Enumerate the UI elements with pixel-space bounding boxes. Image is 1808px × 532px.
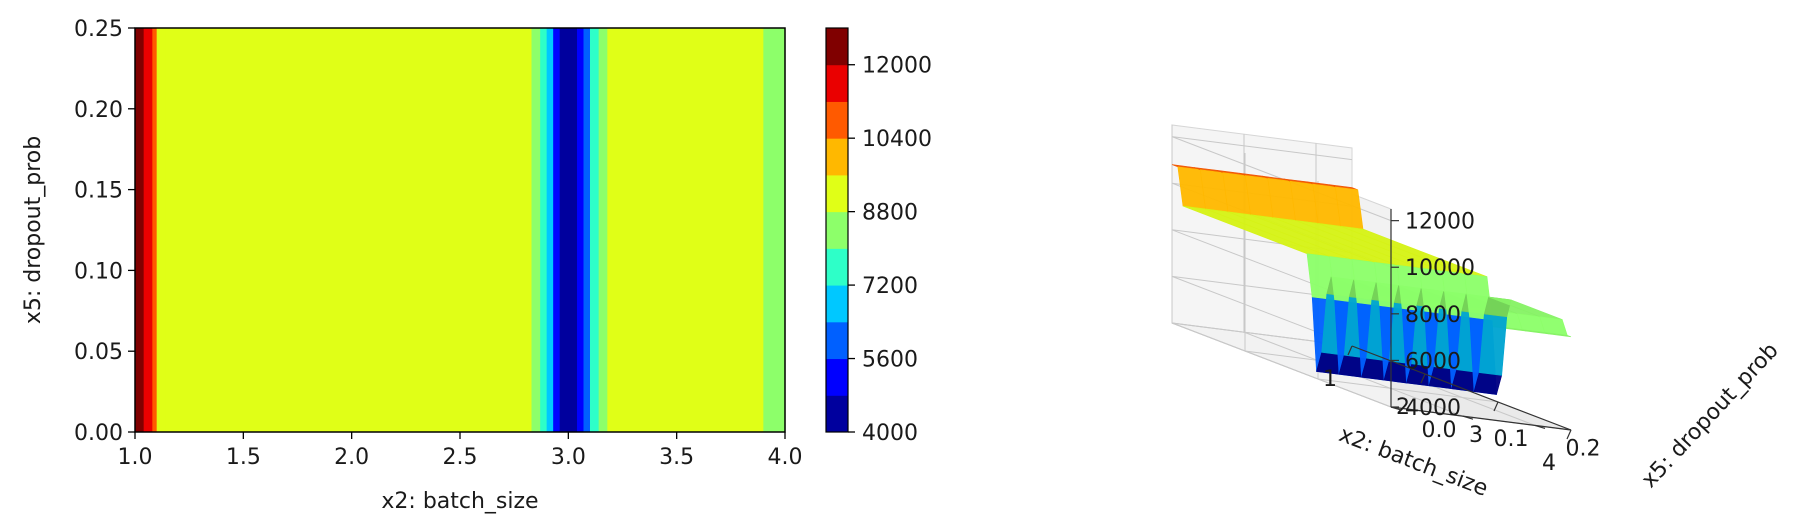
contour-x-tick-label: 3.5 <box>659 445 694 470</box>
surface-patch <box>1544 332 1572 338</box>
contour-y-tick-label: 0.00 <box>74 421 123 446</box>
contour-band <box>156 28 166 432</box>
surface-patch <box>1478 313 1508 376</box>
contour-band <box>598 28 608 432</box>
surface-x-tick-mark <box>1493 401 1499 412</box>
colorbar-tick-label: 4000 <box>862 421 918 446</box>
colorbar-tick-label: 5600 <box>862 348 918 373</box>
contour-plot: 1.0 1.5 2.0 2.5 3.0 3.5 4.0 0.000.050.100.150.… <box>21 17 803 514</box>
colorbar-frame <box>825 27 849 433</box>
colorbar-cell <box>826 211 848 249</box>
surface-y-tick-mark <box>1534 424 1546 429</box>
surface-x-tick-mark <box>1566 429 1572 440</box>
contour-band <box>135 28 145 432</box>
contour-band <box>590 28 600 432</box>
contour-band <box>577 28 585 432</box>
colorbar-cell <box>826 248 848 286</box>
contour-x-tick-label: 4.0 <box>768 445 803 470</box>
contour-band <box>763 28 786 432</box>
surface-y-tick-mark <box>1462 415 1474 420</box>
colorbar-cell <box>826 358 848 396</box>
contour-band <box>143 28 153 432</box>
surface-z-grid-line <box>1171 322 1392 408</box>
contour-band <box>607 28 764 432</box>
colorbar-cell <box>826 138 848 176</box>
surface-x-tick-mark <box>1347 345 1353 356</box>
colorbar-cell <box>826 64 848 102</box>
contour-band <box>540 28 548 432</box>
surface-x-tick-mark <box>1420 373 1426 384</box>
contour-band <box>583 28 591 432</box>
surface-y-label: x5: dropout_prob <box>1637 338 1784 493</box>
contour-band <box>165 28 533 432</box>
colorbar-cells <box>826 28 848 433</box>
colorbar-tick-label: 7200 <box>862 274 918 299</box>
surface-y-tick-label: 0.2 <box>1566 436 1601 461</box>
contour-y-ticks: 0.00 0.05 0.10 0.15 0.20 0.25 <box>74 17 135 446</box>
contour-bands <box>135 28 786 432</box>
surface-x-tick-label: 1 <box>1323 367 1337 392</box>
contour-band <box>546 28 554 432</box>
colorbar-cell <box>826 285 848 323</box>
contour-x-tick-label: 1.5 <box>226 445 261 470</box>
contour-band <box>553 28 561 432</box>
contour-x-tick-label: 1.0 <box>118 445 153 470</box>
surface-x-tick-label: 3 <box>1469 423 1483 448</box>
contour-band <box>559 28 578 432</box>
surface-y-axis <box>1390 406 1572 431</box>
contour-y-tick-label: 0.10 <box>74 259 123 284</box>
contour-band <box>152 28 158 432</box>
colorbar-cell <box>826 395 848 433</box>
contour-x-ticks: 1.0 1.5 2.0 2.5 3.0 3.5 4.0 <box>118 432 803 470</box>
surface-mesh <box>1171 164 1572 395</box>
surface-z-tick-label: 8000 <box>1405 303 1461 328</box>
colorbar-cell <box>826 321 848 360</box>
contour-y-tick-label: 0.25 <box>74 17 123 42</box>
surface-z-tick-label: 6000 <box>1405 349 1461 374</box>
colorbar: 4000 5600 7200 8800 10400 12000 <box>825 27 932 446</box>
colorbar-cell <box>826 101 848 139</box>
contour-y-tick-label: 0.20 <box>74 98 123 123</box>
colorbar-tick-label: 10400 <box>862 127 932 152</box>
contour-x-label: x2: batch_size <box>381 489 538 514</box>
surface-x-label: x2: batch_size <box>1335 422 1491 502</box>
surface-x-axis <box>1351 345 1572 431</box>
surface-axes: 1 2 3 4 0.0 0.1 0.2 4000 6000 8000 10000 12000 <box>1323 209 1601 476</box>
contour-y-tick-label: 0.15 <box>74 179 123 204</box>
contour-band <box>531 28 541 432</box>
colorbar-tick-label: 12000 <box>862 54 932 79</box>
contour-y-label: x5: dropout_prob <box>21 136 46 324</box>
contour-x-tick-label: 2.5 <box>443 445 478 470</box>
contour-x-tick-label: 3.0 <box>551 445 586 470</box>
surface-x-tick-label: 2 <box>1396 395 1410 420</box>
colorbar-cell <box>826 174 848 213</box>
surface-plot: 1 2 3 4 0.0 0.1 0.2 4000 6000 8000 10000 12000 x2: … <box>1171 124 1784 502</box>
surface-z-tick-label: 10000 <box>1405 256 1475 281</box>
colorbar-tick-label: 8800 <box>862 201 918 226</box>
surface-patch <box>1473 372 1503 395</box>
surface-z-tick-label: 12000 <box>1405 210 1475 235</box>
surface-y-tick-label: 0.1 <box>1494 427 1529 452</box>
contour-x-tick-label: 2.0 <box>334 445 369 470</box>
surface-y-tick-label: 0.0 <box>1422 418 1457 443</box>
colorbar-ticks: 4000 5600 7200 8800 10400 12000 <box>848 54 932 446</box>
surface-z-tick-label: 4000 <box>1405 396 1461 421</box>
colorbar-cell <box>826 28 848 66</box>
contour-y-tick-label: 0.05 <box>74 340 123 365</box>
surface-x-tick-label: 4 <box>1542 451 1556 476</box>
